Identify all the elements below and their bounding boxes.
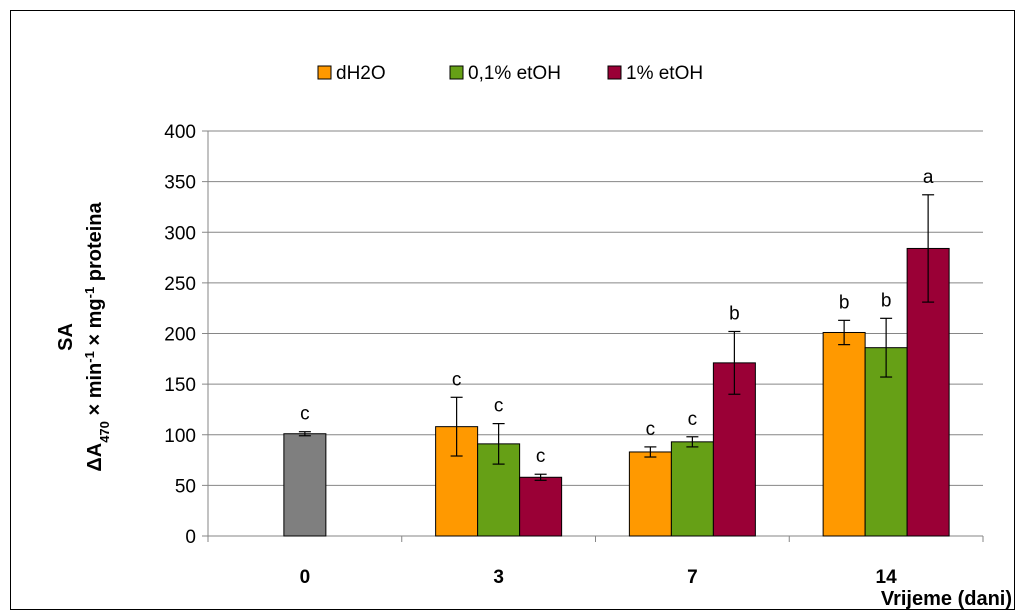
y-title-mg: × mg	[84, 298, 106, 351]
series-2-significance-label: c	[494, 396, 504, 417]
y-title-sup1: -1	[82, 351, 97, 363]
x-axis-title: Vrijeme (dani)	[881, 588, 1012, 610]
y-tick-label: 150	[164, 375, 196, 396]
legend-swatch	[317, 65, 332, 80]
x-tick-label: 14	[876, 567, 898, 588]
y-axis-title-line2: ΔA470 × min-1 × mg-1 proteina	[82, 201, 112, 471]
y-title-sup2: -1	[82, 287, 97, 299]
legend-label: 0,1% etOH	[468, 63, 561, 84]
axes: 0 50 100 150 200 250 300 350 400 0 3 7 14	[164, 122, 984, 588]
x-tick-label: 0	[300, 567, 311, 588]
y-title-delta: ΔA	[84, 443, 106, 472]
legend-swatch	[449, 65, 464, 80]
y-axis-title-line1: SA	[55, 323, 77, 351]
y-title-proteina: proteina	[84, 201, 106, 286]
y-axis-title: SA ΔA470 × min-1 × mg-1 proteina	[55, 201, 112, 471]
legend-label: 1% etOH	[626, 63, 703, 84]
series-1-bar	[822, 331, 866, 537]
series-3-significance-label: a	[923, 167, 934, 188]
series-2-significance-label: b	[881, 290, 892, 311]
x-tick-label: 7	[687, 567, 698, 588]
y-tick-label: 350	[164, 173, 196, 194]
legend-label: dH2O	[336, 63, 386, 84]
series-2-significance-label: c	[688, 409, 698, 430]
y-tick-label: 100	[164, 426, 196, 447]
y-title-min: × min	[84, 363, 106, 421]
series-1-bar	[628, 451, 672, 537]
y-tick-label: 300	[164, 223, 196, 244]
control-significance-label: c	[300, 404, 310, 425]
series-1-significance-label: b	[839, 292, 850, 313]
y-title-sub: 470	[97, 421, 112, 443]
legend-swatch	[607, 65, 622, 80]
y-tick-label: 50	[175, 476, 196, 497]
series-2-bar	[864, 347, 908, 537]
significance-labels: c c c b c c b c b a	[300, 167, 934, 467]
bars	[283, 194, 950, 537]
series-1-significance-label: c	[646, 419, 656, 440]
series-3-significance-label: b	[729, 303, 740, 324]
y-tick-label: 200	[164, 325, 196, 346]
series-3-significance-label: c	[536, 446, 546, 467]
y-tick-label: 250	[164, 274, 196, 295]
series-1-significance-label: c	[452, 369, 462, 390]
control-bar	[283, 433, 327, 537]
series-3-bar	[519, 476, 563, 537]
x-tick-label: 3	[493, 567, 504, 588]
y-tick-label: 0	[185, 527, 196, 548]
y-tick-label: 400	[164, 122, 196, 143]
legend: dH2O 0,1% etOH 1% etOH	[317, 63, 703, 84]
series-2-bar	[670, 441, 714, 537]
